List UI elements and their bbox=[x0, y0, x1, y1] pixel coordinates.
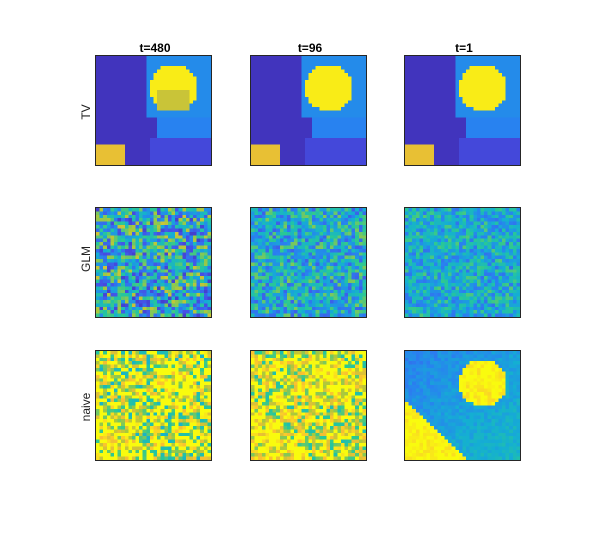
heatmap-glm-t480 bbox=[95, 207, 212, 318]
column-title-t96: t=96 bbox=[297, 41, 323, 55]
heatmap-tv-t480 bbox=[95, 55, 212, 166]
row-label-tv: TV bbox=[79, 104, 93, 120]
heatmap-naive-t96 bbox=[250, 350, 367, 461]
heatmap-tv-t1 bbox=[404, 55, 521, 166]
heatmap-image bbox=[251, 56, 366, 165]
heatmap-naive-t480 bbox=[95, 350, 212, 461]
row-label-naive: naive bbox=[79, 392, 93, 422]
heatmap-image bbox=[405, 56, 520, 165]
heatmap-image bbox=[96, 56, 211, 165]
heatmap-tv-t96 bbox=[250, 55, 367, 166]
heatmap-image bbox=[251, 208, 366, 317]
column-title-t1: t=1 bbox=[455, 41, 473, 55]
row-label-glm: GLM bbox=[79, 246, 93, 273]
heatmap-glm-t96 bbox=[250, 207, 367, 318]
heatmap-glm-t1 bbox=[404, 207, 521, 318]
heatmap-naive-t1 bbox=[404, 350, 521, 461]
heatmap-image bbox=[96, 351, 211, 460]
heatmap-image bbox=[405, 208, 520, 317]
column-title-t480: t=480 bbox=[139, 41, 171, 55]
heatmap-image bbox=[405, 351, 520, 460]
heatmap-image bbox=[251, 351, 366, 460]
heatmap-image bbox=[96, 208, 211, 317]
